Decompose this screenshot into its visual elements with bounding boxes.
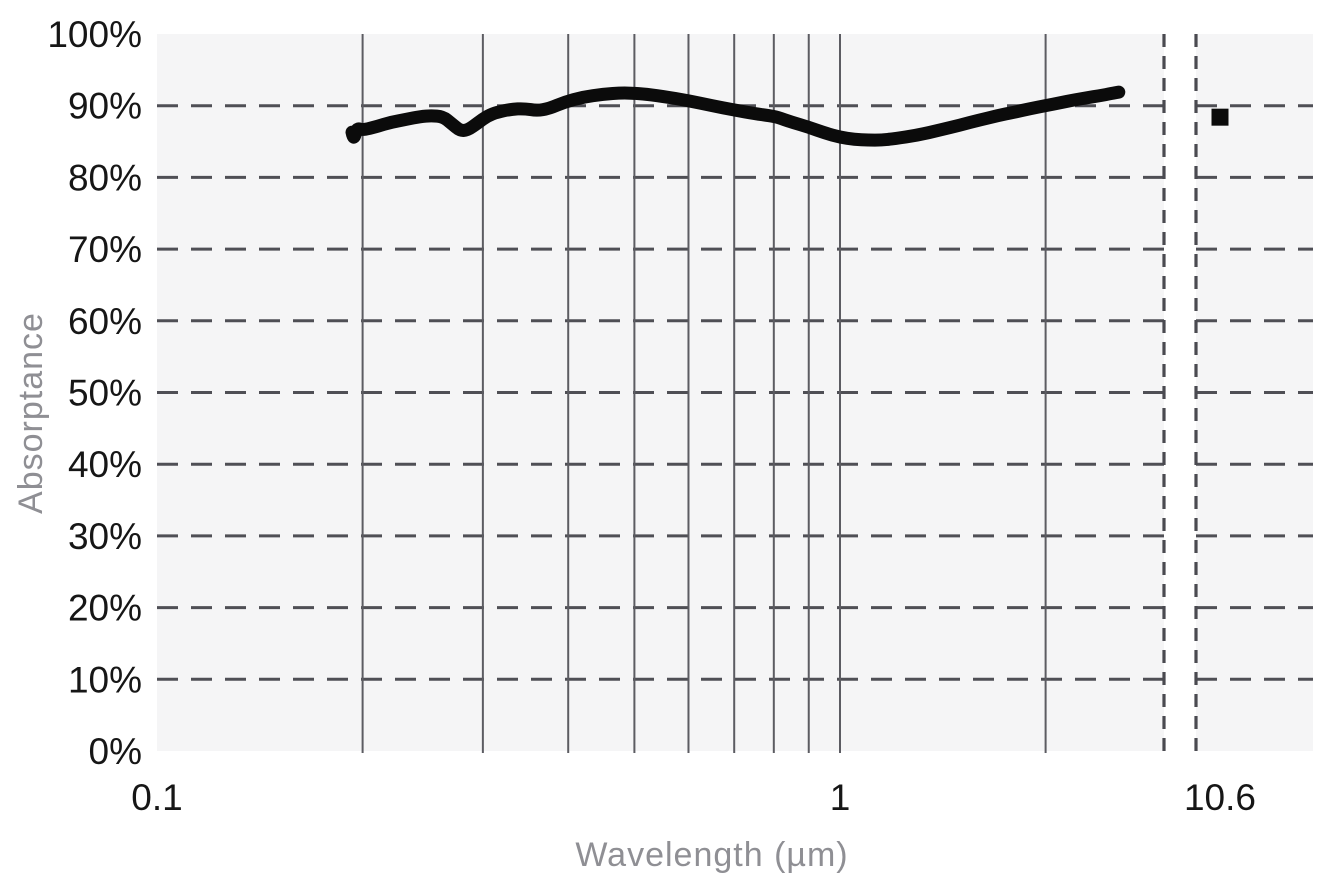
data-series-layer [345,85,1229,147]
measured-absorptance-spectrum [345,85,1126,147]
y-axis-title: Absorptance [12,312,50,514]
y-tick-label: 100% [47,14,142,55]
y-tick-label: 60% [68,301,142,342]
y-tick-label: 20% [68,588,142,629]
y-tick-label: 40% [68,444,142,485]
horizontal-dashed-gridlines [157,104,1313,681]
y-tick-label: 30% [68,516,142,557]
plot-background-layer [157,34,1313,751]
axis-break-lines [1162,34,1198,751]
y-tick-label: 0% [89,731,142,772]
y-tick-label: 70% [68,229,142,270]
absorptance-at-10.6um [1211,108,1229,126]
x-axis-tick-labels: 0.1 1 10.6 [131,777,1256,818]
plot-area-main [157,34,1164,751]
x-tick-label: 0.1 [131,777,182,818]
x-tick-label: 10.6 [1184,777,1256,818]
y-tick-label: 50% [68,373,142,414]
y-tick-label: 10% [68,659,142,700]
y-tick-label: 90% [68,86,142,127]
vertical-gridlines [361,34,1047,753]
y-tick-label: 80% [68,157,142,198]
x-tick-label: 1 [830,777,851,818]
y-axis-tick-labels: 0% 10% 20% 30% 40% 50% 60% 70% 80% 90% 100% [47,14,142,772]
x-axis-title: Wavelength (µm) [575,836,848,874]
